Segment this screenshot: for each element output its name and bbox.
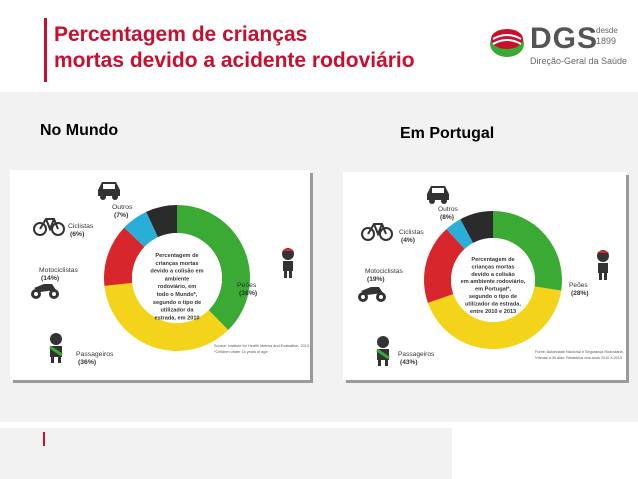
footer-bar [0, 428, 452, 479]
logo-text: DGS [530, 22, 599, 55]
header: Percentagem de crianças mortas devido a … [0, 0, 638, 92]
category-label: Passageiros [76, 351, 114, 358]
logo-desde: desde [596, 26, 618, 35]
bicycle-icon [33, 218, 65, 236]
chart-panel-world: Percentagem de crianças mortas devido a co… [10, 170, 310, 380]
donut-slice-passengers [104, 282, 229, 351]
donut-slice-pedestrians [493, 211, 562, 291]
donut-slice-cyclists [124, 211, 159, 247]
center-text-line: entre 2010 e 2013 [470, 309, 516, 315]
pedestrian-child-icon [597, 250, 609, 280]
center-text-line: devido a colisão em [150, 269, 203, 275]
category-label: Peões [237, 282, 257, 289]
motorcycle-icon [31, 284, 59, 299]
center-text-line: Percentagem de [471, 257, 514, 263]
value-label: (4%) [401, 237, 415, 244]
value-label: (43%) [400, 359, 418, 366]
logo-year: 1899 [596, 36, 617, 46]
chart-world-svg: Percentagem de crianças mortas devido a co… [31, 182, 309, 366]
value-label: (36%) [78, 359, 96, 366]
center-text-line: utilizador da [161, 308, 195, 314]
donut-slice-motorcyclists [104, 227, 145, 286]
source-note: Vítimas a 30 dias. Relatórios dos anos 2… [535, 356, 622, 360]
value-label: (6%) [70, 231, 84, 238]
car-icon [98, 182, 120, 200]
donut-slice-cyclists [446, 219, 474, 249]
value-label: (38%) [239, 290, 257, 297]
donut-hole [132, 233, 222, 323]
center-text-line: estrada, em 2010 [154, 315, 199, 321]
page-title: Percentagem de crianças mortas devido a … [54, 22, 415, 74]
center-text-line: crianças mortas [472, 264, 515, 270]
category-label: Outros [438, 206, 458, 213]
source-note: *Children under 14 years of age [214, 350, 268, 354]
bicycle-icon [361, 223, 393, 241]
center-text-line: em ambiente rodoviário, [461, 279, 526, 285]
center-text-line: devido a colisão [471, 272, 515, 278]
value-label: (14%) [41, 275, 59, 282]
donut-slice-others [460, 211, 493, 243]
category-label: Ciclistas [399, 229, 424, 236]
value-label: (8%) [440, 214, 454, 221]
category-label: Passageiros [398, 351, 435, 358]
category-label: Ciclistas [68, 223, 94, 230]
passenger-child-icon [376, 336, 390, 366]
value-label: (19%) [367, 276, 385, 283]
center-text-line: em Portugal*, [475, 287, 512, 293]
donut-slice-others [146, 205, 177, 238]
value-label: (28%) [571, 290, 589, 297]
region-label-portugal: Em Portugal [400, 125, 495, 142]
title-line-2: mortas devido a acidente rodoviário [54, 49, 415, 72]
dgs-logo: DGS desde 1899 Direção-Geral da Saúde [488, 22, 638, 72]
motorcycle-icon [358, 287, 386, 302]
donut-slice-motorcyclists [424, 229, 465, 303]
center-text-line: utilizador da estrada, [465, 301, 521, 307]
center-text-line: ambiente [165, 276, 190, 282]
value-label: (7%) [114, 212, 128, 219]
donut-slice-passengers [427, 286, 562, 349]
dgs-emblem-icon [490, 29, 524, 57]
title-accent-bar [44, 18, 47, 82]
category-label: Motociclistas [39, 267, 79, 274]
region-label-world: No Mundo [40, 122, 119, 139]
center-text-line: segundo o tipo de [469, 294, 517, 300]
pedestrian-child-icon [282, 248, 294, 278]
source-note: Source: Institute for Health Metrics and… [214, 344, 309, 348]
category-label: Outros [112, 204, 133, 211]
center-text-line: Percentagem de [155, 253, 198, 259]
donut-hole [451, 238, 535, 322]
center-text-line: crianças mortas [156, 261, 199, 267]
category-label: Motociclistas [365, 268, 403, 275]
center-text-line: rodoviário, em [158, 284, 197, 290]
car-icon [427, 186, 449, 204]
passenger-child-icon [49, 333, 63, 363]
donut-slice-pedestrians [177, 205, 250, 331]
chart-panel-portugal: Percentagem de crianças mortas devido a co… [343, 172, 626, 380]
source-note: Fonte: Autoridade Nacional e Segurança R… [535, 350, 624, 354]
logo-subtitle: Direção-Geral da Saúde [530, 56, 628, 66]
category-label: Peões [569, 282, 588, 289]
footer-accent [43, 432, 45, 446]
center-text-line: todo o Mundo*, [157, 292, 198, 298]
center-text-line: segundo o tipo de [153, 300, 201, 306]
title-line-1: Percentagem de crianças [54, 23, 308, 46]
